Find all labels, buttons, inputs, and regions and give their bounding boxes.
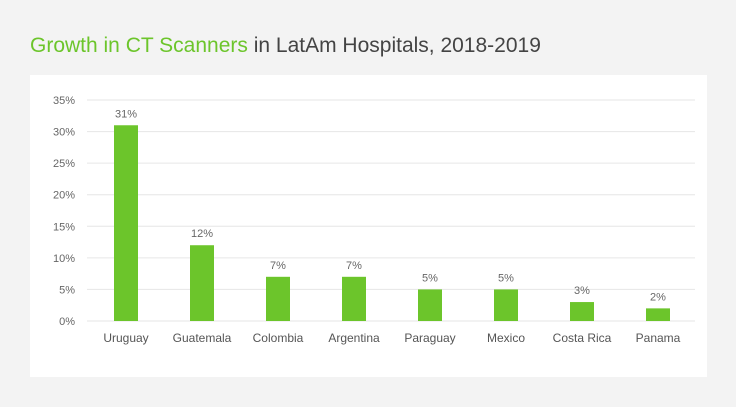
bar-panama xyxy=(646,308,670,321)
y-tick-label: 35% xyxy=(53,95,75,107)
data-label: 7% xyxy=(346,260,362,272)
bar-mexico xyxy=(494,289,518,321)
x-category-label: Guatemala xyxy=(173,331,232,345)
y-tick-label: 20% xyxy=(53,190,75,202)
data-label: 7% xyxy=(270,260,286,272)
x-category-label: Costa Rica xyxy=(553,331,612,345)
bar-guatemala xyxy=(190,245,214,321)
chart-title: Growth in CT Scanners in LatAm Hospitals… xyxy=(30,34,541,58)
data-labels: 31% 12% 7% 7% 5% 5% 3% 2% xyxy=(115,108,666,303)
y-tick-label: 30% xyxy=(53,127,75,139)
data-label: 2% xyxy=(650,291,666,303)
x-category-label: Uruguay xyxy=(103,331,148,345)
bar-uruguay xyxy=(114,125,138,321)
x-category-label: Argentina xyxy=(328,331,380,345)
bar-argentina xyxy=(342,276,366,321)
y-tick-label: 25% xyxy=(53,158,75,170)
x-axis-categories: Uruguay Guatemala Colombia Argentina Paragua… xyxy=(103,331,680,345)
bar-colombia xyxy=(266,276,290,321)
data-label: 31% xyxy=(115,108,137,120)
x-category-label: Panama xyxy=(636,331,681,345)
bar-paraguay xyxy=(418,289,442,321)
chart-title-highlight: Growth in CT Scanners xyxy=(30,34,248,57)
chart-title-rest: in LatAm Hospitals, 2018-2019 xyxy=(247,34,541,57)
y-axis-ticks: 0% 5% 10% 15% 20% 25% 30% 35% xyxy=(53,95,75,328)
y-tick-label: 15% xyxy=(53,221,75,233)
x-category-label: Colombia xyxy=(253,331,304,345)
y-tick-label: 5% xyxy=(59,284,75,296)
data-label: 3% xyxy=(574,285,590,297)
x-category-label: Mexico xyxy=(487,331,525,345)
bar-costa-rica xyxy=(570,302,594,321)
x-category-label: Paraguay xyxy=(404,331,455,345)
data-label: 5% xyxy=(422,272,438,284)
y-tick-label: 0% xyxy=(59,316,75,328)
bars xyxy=(114,125,670,321)
data-label: 12% xyxy=(191,228,213,240)
gridlines xyxy=(87,99,695,322)
y-tick-label: 10% xyxy=(53,253,75,265)
data-label: 5% xyxy=(498,272,514,284)
